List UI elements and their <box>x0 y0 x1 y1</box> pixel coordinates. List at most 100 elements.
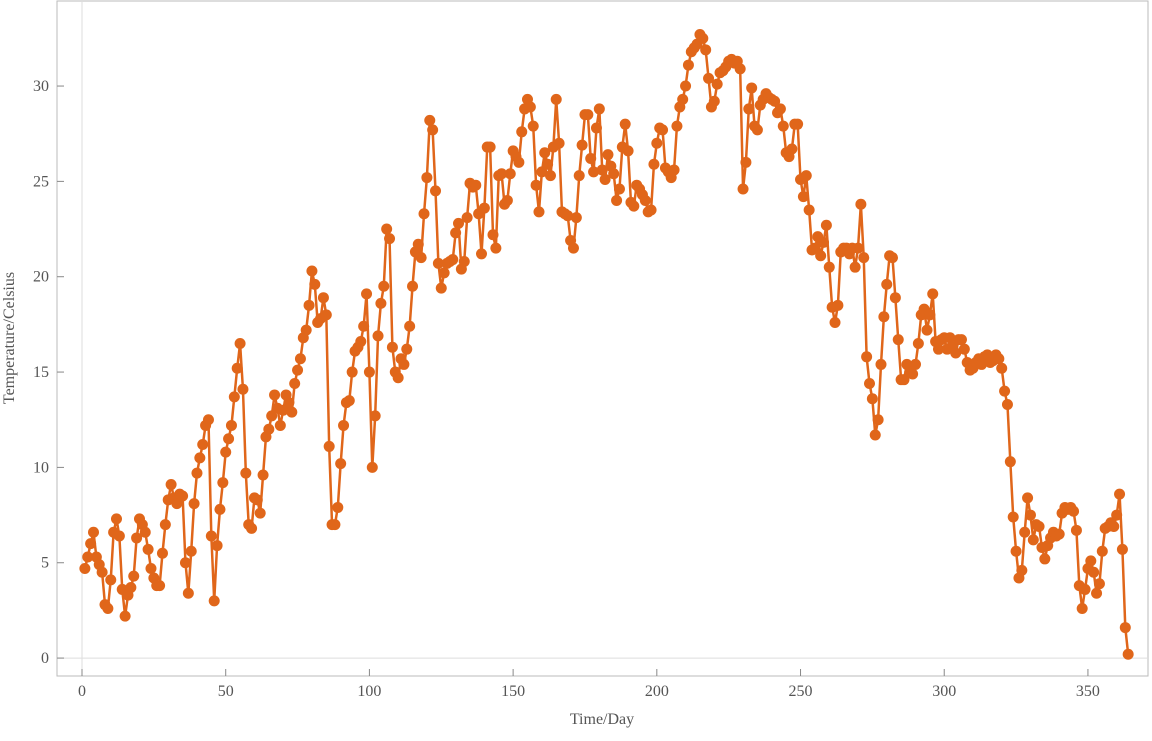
point <box>680 80 692 92</box>
point <box>300 324 312 336</box>
point <box>366 461 378 473</box>
point <box>119 610 131 622</box>
point <box>1001 398 1013 410</box>
point <box>599 173 611 185</box>
point <box>263 423 275 435</box>
point <box>128 570 140 582</box>
point <box>536 166 548 178</box>
point <box>861 351 873 363</box>
point <box>191 467 203 479</box>
point <box>889 292 901 304</box>
point <box>567 242 579 254</box>
point <box>542 158 554 170</box>
x-tick-label: 300 <box>932 683 956 700</box>
point <box>266 410 278 422</box>
point <box>220 446 232 458</box>
point <box>777 120 789 132</box>
point <box>1076 603 1088 614</box>
point <box>202 414 214 426</box>
point <box>1085 555 1097 567</box>
point <box>743 103 755 115</box>
point <box>490 242 502 254</box>
point <box>154 580 166 592</box>
point <box>145 562 157 574</box>
point <box>590 122 602 134</box>
point <box>292 364 304 376</box>
point <box>697 32 709 44</box>
point <box>381 223 393 235</box>
point <box>317 292 329 304</box>
point <box>539 147 551 159</box>
point <box>142 543 154 555</box>
point <box>513 156 525 168</box>
point <box>682 59 694 71</box>
point <box>613 183 625 195</box>
point <box>872 414 884 426</box>
point <box>832 299 844 311</box>
x-tick-label: 350 <box>1076 683 1100 700</box>
y-tick-label: 10 <box>33 459 49 476</box>
point <box>171 498 183 510</box>
point <box>113 530 125 542</box>
point <box>803 204 815 216</box>
point <box>363 366 375 378</box>
point <box>306 265 318 277</box>
point <box>746 82 758 94</box>
point <box>156 547 168 559</box>
point <box>1007 511 1019 523</box>
point <box>303 299 315 311</box>
point <box>593 103 605 115</box>
point <box>645 204 657 216</box>
point <box>912 337 924 349</box>
plot-frame <box>56 0 1149 677</box>
point <box>159 519 171 531</box>
point <box>1122 648 1134 660</box>
point <box>450 227 462 239</box>
point <box>240 467 252 479</box>
point <box>82 551 94 563</box>
point <box>283 397 295 409</box>
x-tick-label: 50 <box>218 683 234 700</box>
point <box>703 72 715 84</box>
x-tick-label: 150 <box>501 683 525 700</box>
point <box>1079 583 1091 595</box>
y-tick-label: 5 <box>41 555 49 572</box>
point <box>570 212 582 224</box>
point <box>432 257 444 269</box>
point <box>105 574 117 586</box>
point <box>435 282 447 294</box>
point <box>412 238 424 250</box>
point <box>892 334 904 346</box>
point <box>177 490 189 502</box>
point <box>562 210 574 222</box>
point <box>585 153 597 164</box>
point <box>289 378 301 389</box>
point <box>165 479 177 491</box>
point <box>205 530 217 542</box>
point <box>182 587 194 599</box>
point <box>1119 622 1131 634</box>
y-tick-label: 15 <box>33 364 49 381</box>
point <box>809 242 821 254</box>
point <box>251 494 263 506</box>
point <box>88 526 100 538</box>
point <box>404 320 416 332</box>
point <box>361 288 373 300</box>
point <box>427 124 439 136</box>
point <box>999 385 1011 397</box>
point <box>700 44 712 56</box>
point <box>932 343 944 355</box>
point <box>237 383 249 395</box>
point <box>869 429 881 441</box>
point <box>550 93 562 105</box>
point <box>544 170 556 182</box>
point <box>797 191 809 203</box>
point <box>829 316 841 328</box>
point <box>358 320 370 332</box>
point <box>608 168 620 180</box>
point <box>346 366 358 378</box>
point <box>1022 492 1034 504</box>
point <box>430 185 442 197</box>
point <box>329 519 341 531</box>
point <box>582 109 594 121</box>
